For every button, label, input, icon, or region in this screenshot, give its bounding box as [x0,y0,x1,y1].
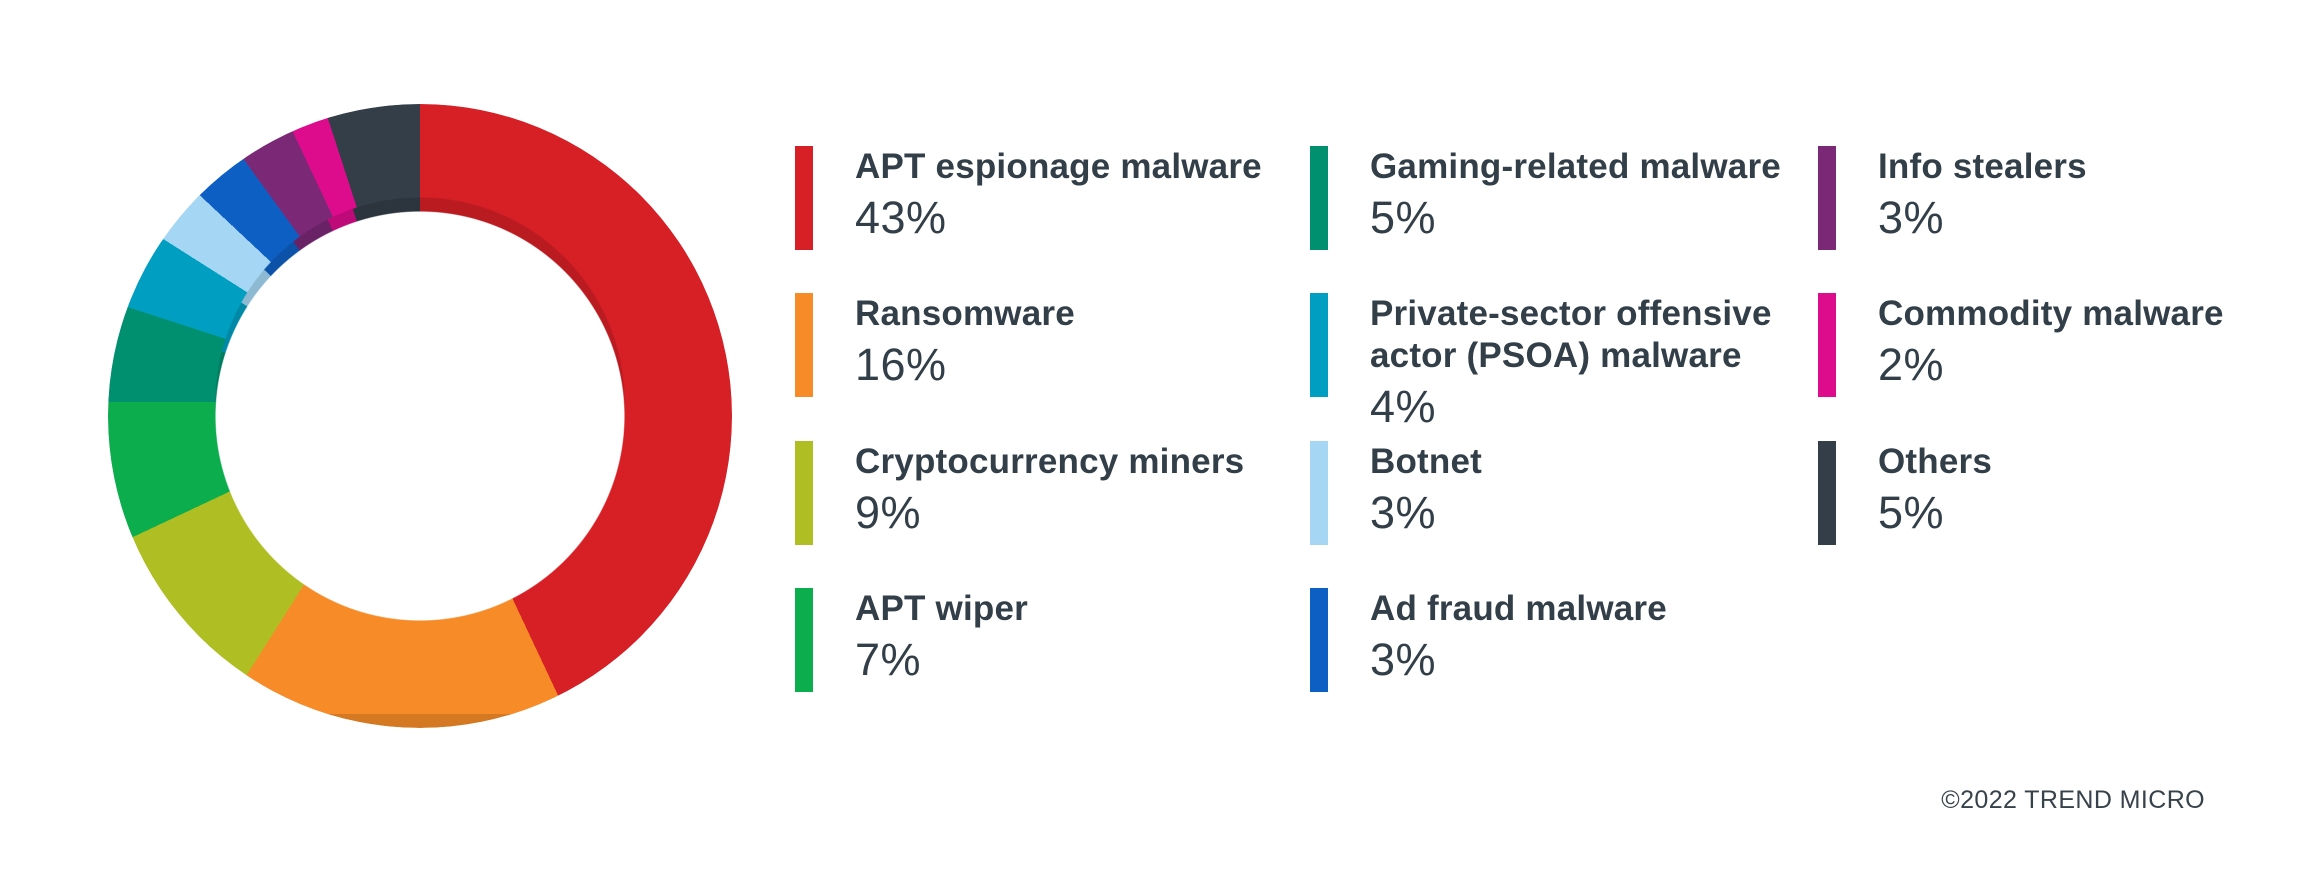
legend-swatch [795,146,813,250]
legend-swatch [795,588,813,692]
legend-value: 2% [1878,339,1945,390]
legend-item-apt-wiper: APT wiper 7% [795,588,1320,692]
legend-value: 9% [855,487,922,538]
legend-label: Ransomware [855,294,1075,333]
legend-value: 7% [855,634,922,685]
legend-swatch [795,441,813,545]
donut-chart [108,104,732,728]
legend-label: APT wiper [855,589,1028,628]
legend-value: 4% [1370,381,1437,432]
legend-swatch [1818,441,1836,545]
legend-swatch [1818,146,1836,250]
copyright-text: ©2022 TREND MICRO [1941,786,2205,814]
legend-label: Cryptocurrency miners [855,442,1245,481]
legend-label: Others [1878,442,1993,481]
legend-label: APT espionage malware [855,147,1262,186]
legend-value: 3% [1370,487,1437,538]
legend-swatch [795,293,813,397]
legend-item-apt-espionage-malware: APT espionage malware 43% [795,146,1320,250]
legend-swatch [1310,293,1328,397]
donut-ring [108,104,732,714]
legend-item-gaming-related-malware: Gaming-related malware 5% [1310,146,1835,250]
legend-item-info-stealers: Info stealers 3% [1818,146,2309,250]
legend-value: 3% [1878,192,1945,243]
legend-swatch [1310,588,1328,692]
legend-value: 3% [1370,634,1437,685]
legend-item-others: Others 5% [1818,441,2309,545]
legend-value: 16% [855,339,947,390]
legend-item-ad-fraud-malware: Ad fraud malware 3% [1310,588,1835,692]
legend-label: Gaming-related malware [1370,147,1781,186]
legend-value: 5% [1370,192,1437,243]
legend-value: 5% [1878,487,1945,538]
legend-label: Botnet [1370,442,1483,481]
legend-value: 43% [855,192,947,243]
legend-item-commodity-malware: Commodity malware 2% [1818,293,2309,397]
legend-label: Private-sector offensive actor (PSOA) ma… [1370,294,1772,375]
legend-swatch [1818,293,1836,397]
legend-label: Commodity malware [1878,294,2224,333]
legend-item-psoa-malware: Private-sector offensive actor (PSOA) ma… [1310,293,1835,430]
legend-item-ransomware: Ransomware 16% [795,293,1320,397]
legend-label: Ad fraud malware [1370,589,1667,628]
legend-item-botnet: Botnet 3% [1310,441,1835,545]
legend-item-cryptocurrency-miners: Cryptocurrency miners 9% [795,441,1320,545]
legend-label: Info stealers [1878,147,2087,186]
legend-swatch [1310,146,1328,250]
legend-swatch [1310,441,1328,545]
